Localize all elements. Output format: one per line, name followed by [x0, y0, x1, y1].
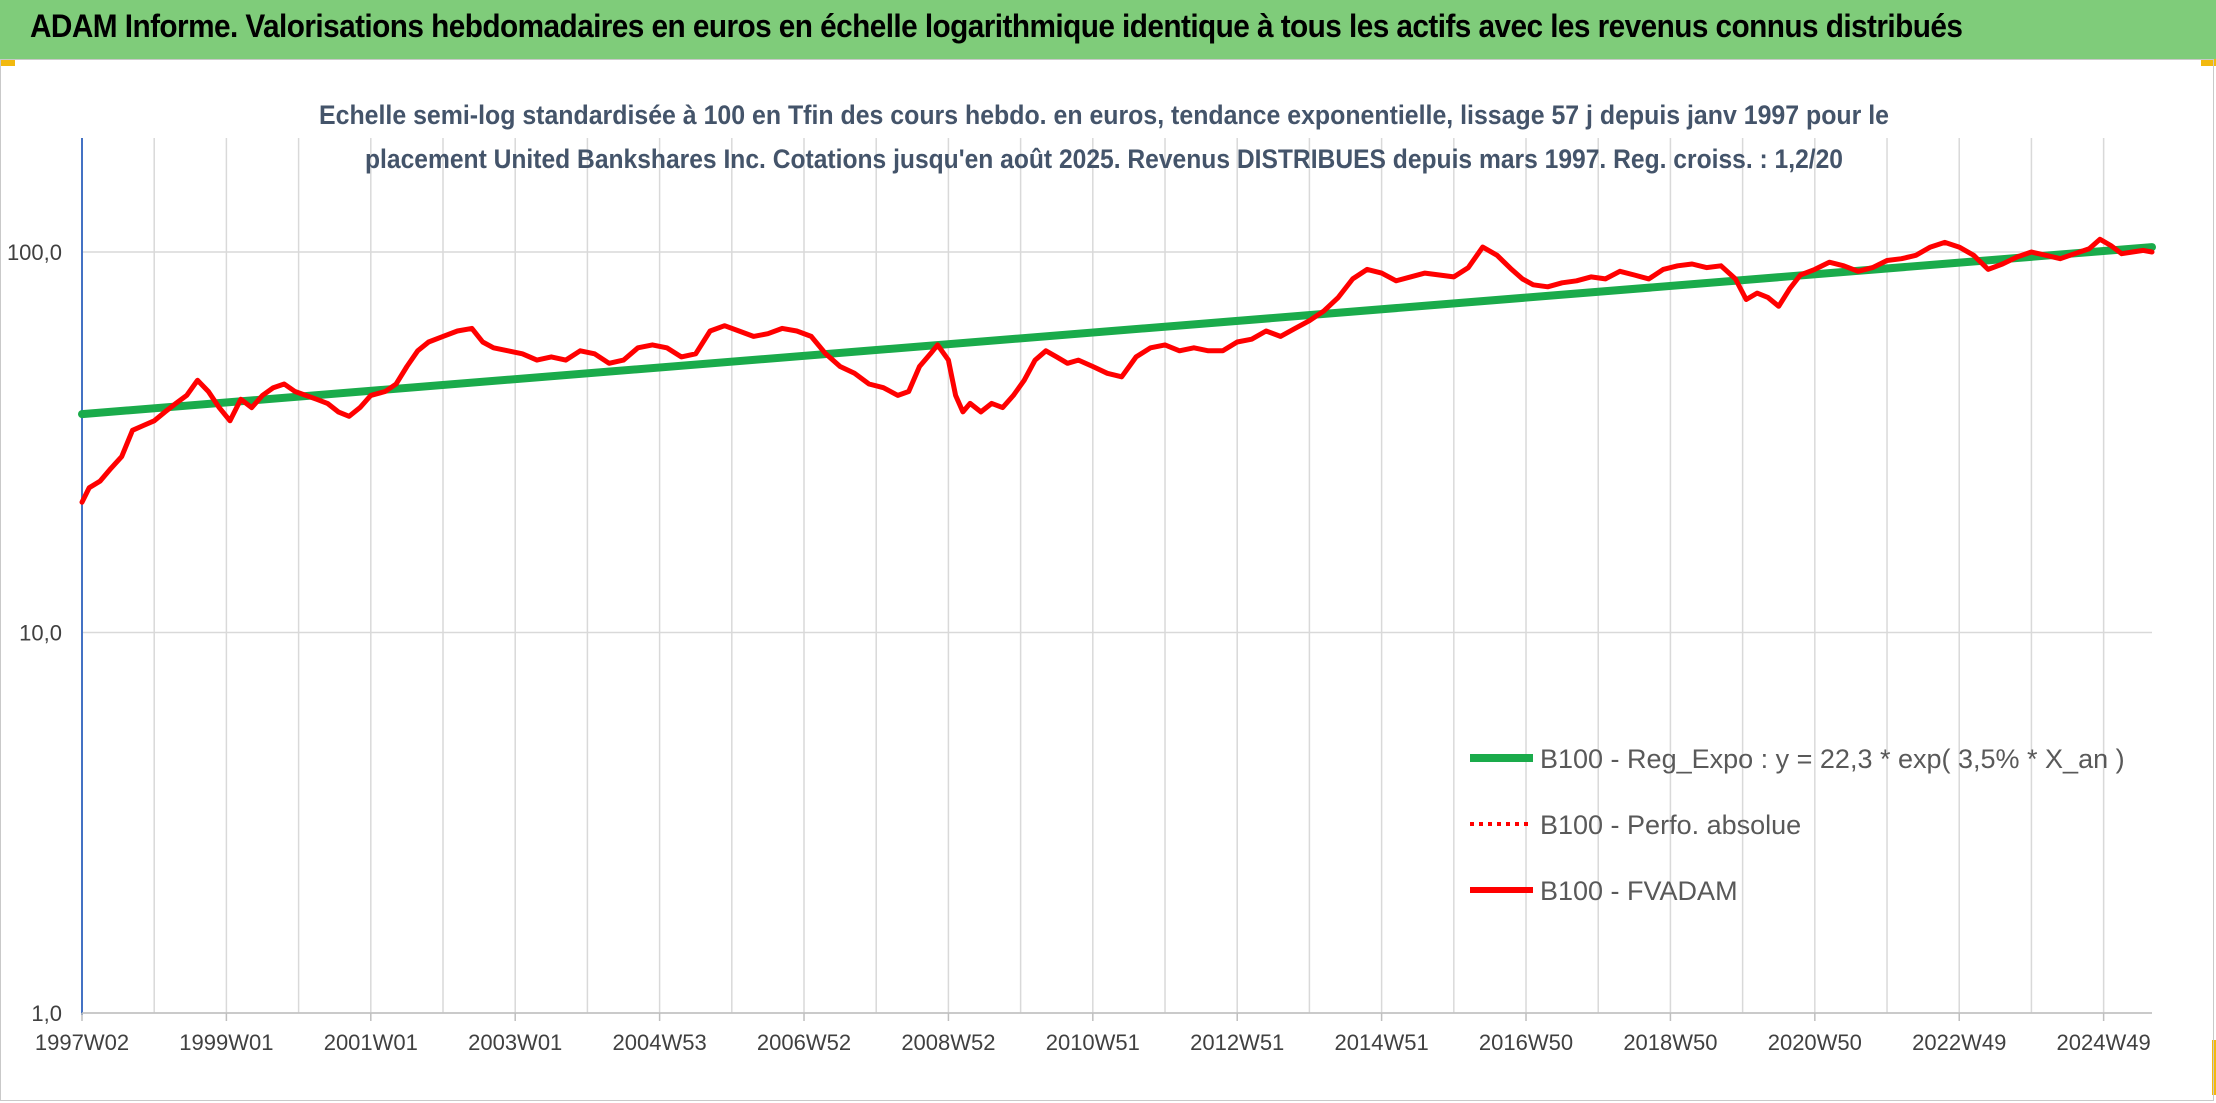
x-tick-label: 2014W51 [1335, 1030, 1429, 1055]
y-tick-label: 10,0 [19, 621, 62, 646]
chart-title-line-2: placement United Bankshares Inc. Cotatio… [365, 144, 1843, 174]
corner-accent-bottom-right [2212, 1040, 2216, 1095]
x-axis: 1997W02 1999W01 2001W01 2003W01 2004W53 2006W… [35, 1012, 2152, 1055]
page-title: ADAM Informe. Valorisations hebdomadaire… [30, 8, 1963, 44]
legend: B100 - Reg_Expo : y = 22,3 * exp( 3,5% *… [1470, 744, 2125, 906]
y-tick-label: 1,0 [31, 1001, 62, 1026]
legend-label-trend: B100 - Reg_Expo : y = 22,3 * exp( 3,5% *… [1540, 744, 2125, 774]
x-tick-label: 2016W50 [1479, 1030, 1573, 1055]
x-tick-label: 2004W53 [613, 1030, 707, 1055]
fvadam-line [79, 236, 2155, 505]
y-axis: 100,0 10,0 1,0 [7, 138, 83, 1026]
corner-accent-right [2201, 59, 2216, 66]
x-tick-label: 2010W51 [1046, 1030, 1140, 1055]
x-tick-label: 2001W01 [324, 1030, 418, 1055]
x-tick-label: 2018W50 [1623, 1030, 1717, 1055]
x-tick-label: 2024W49 [2057, 1030, 2151, 1055]
x-tick-label: 2022W49 [1912, 1030, 2006, 1055]
plot-area [78, 236, 2156, 505]
header-banner: ADAM Informe. Valorisations hebdomadaire… [0, 0, 2216, 59]
x-tick-label: 2003W01 [468, 1030, 562, 1055]
x-tick-label: 2012W51 [1190, 1030, 1284, 1055]
legend-label-perfo: B100 - Perfo. absolue [1540, 810, 1801, 840]
x-tick-label: 2008W52 [901, 1030, 995, 1055]
chart-frame [0, 59, 2214, 1101]
y-tick-label: 100,0 [7, 240, 62, 265]
x-tick-label: 2020W50 [1768, 1030, 1862, 1055]
legend-label-fvadam: B100 - FVADAM [1540, 876, 1738, 906]
x-tick-label: 2006W52 [757, 1030, 851, 1055]
x-tick-label: 1999W01 [179, 1030, 273, 1055]
chart-title-line-1: Echelle semi-log standardisée à 100 en T… [319, 100, 1889, 130]
corner-accent-left [0, 59, 15, 66]
x-tick-label: 1997W02 [35, 1030, 129, 1055]
